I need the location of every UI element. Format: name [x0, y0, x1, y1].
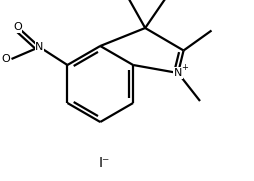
Text: O: O: [13, 22, 22, 32]
Text: +: +: [182, 62, 188, 71]
Text: I⁻: I⁻: [99, 156, 110, 170]
Text: N: N: [174, 68, 182, 78]
Text: O: O: [1, 54, 10, 64]
Text: N: N: [35, 42, 44, 52]
